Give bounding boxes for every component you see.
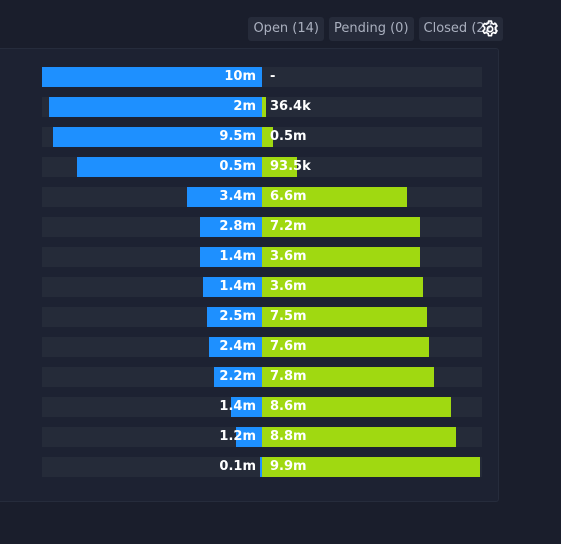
gear-icon[interactable] (480, 19, 500, 39)
left-bar (53, 127, 262, 147)
right-value-label: 9.9m (270, 459, 307, 474)
left-bar (200, 217, 262, 237)
left-bar (231, 397, 262, 417)
left-bar (77, 157, 262, 177)
left-value-label: 10m (224, 69, 256, 84)
bar-row: 10m - (42, 67, 482, 87)
bar-row: 2m 36.4k (42, 97, 482, 117)
right-bar (262, 187, 408, 207)
left-bar (259, 457, 262, 477)
bar-row: 1.4m 8.6m (42, 397, 482, 417)
right-bar (262, 217, 421, 237)
tab-pending[interactable]: Pending (0) (329, 17, 414, 41)
right-value-label: 8.8m (270, 429, 307, 444)
left-bar (187, 187, 262, 207)
left-bar (48, 97, 262, 117)
bar-comparison-panel: 10m -2m 36.4k 9.5m 0.5m 0.5m 93.5k 3.4m 6.6m 2.8m… (0, 48, 499, 502)
left-value-label: 1.4m (219, 399, 256, 414)
right-value-label: 36.4k (270, 99, 311, 114)
left-bar (42, 67, 262, 87)
bar-row: 3.4m 6.6m (42, 187, 482, 207)
right-value-label: 3.6m (270, 249, 307, 264)
right-value-label: 7.8m (270, 369, 307, 384)
right-bar (262, 397, 452, 417)
bar-row: 2.4m 7.6m (42, 337, 482, 357)
left-value-label: 9.5m (219, 129, 256, 144)
right-value-label: 8.6m (270, 399, 307, 414)
left-bar (213, 367, 262, 387)
right-bar (262, 337, 430, 357)
left-bar (235, 427, 262, 447)
bar-row: 2.5m 7.5m (42, 307, 482, 327)
left-value-label: 1.4m (219, 279, 256, 294)
right-value-label: 3.6m (270, 279, 307, 294)
right-bar (262, 127, 273, 147)
left-bar (202, 277, 262, 297)
right-value-label: - (270, 69, 276, 84)
right-value-label: 7.2m (270, 219, 307, 234)
bar-row: 1.2m 8.8m (42, 427, 482, 447)
left-value-label: 2m (233, 99, 256, 114)
left-value-label: 1.4m (219, 249, 256, 264)
bar-row: 1.4m 3.6m (42, 247, 482, 267)
tab-open[interactable]: Open (14) (248, 17, 324, 41)
left-value-label: 0.5m (219, 159, 256, 174)
bar-row: 0.5m 93.5k (42, 157, 482, 177)
right-bar (262, 277, 423, 297)
bar-row: 2.2m 7.8m (42, 367, 482, 387)
left-bar (200, 247, 262, 267)
left-bar (207, 307, 262, 327)
bar-row: 1.4m 3.6m (42, 277, 482, 297)
right-value-label: 7.6m (270, 339, 307, 354)
left-value-label: 2.2m (219, 369, 256, 384)
right-value-label: 6.6m (270, 189, 307, 204)
status-tabs: Open (14) Pending (0) Closed (22) (248, 17, 503, 41)
left-bar (209, 337, 262, 357)
right-bar (262, 307, 427, 327)
left-value-label: 3.4m (219, 189, 256, 204)
left-value-label: 2.4m (219, 339, 256, 354)
bar-row: 9.5m 0.5m (42, 127, 482, 147)
right-value-label: 93.5k (270, 159, 311, 174)
right-value-label: 7.5m (270, 309, 307, 324)
right-bar (262, 367, 434, 387)
right-bar (262, 427, 456, 447)
bar-row: 2.8m 7.2m (42, 217, 482, 237)
left-value-label: 2.8m (219, 219, 256, 234)
bar-row: 0.1m 9.9m (42, 457, 482, 477)
right-value-label: 0.5m (270, 129, 307, 144)
left-value-label: 0.1m (219, 459, 256, 474)
right-bar (262, 457, 480, 477)
left-value-label: 1.2m (219, 429, 256, 444)
right-bar (262, 247, 421, 267)
right-bar (262, 157, 298, 177)
left-value-label: 2.5m (219, 309, 256, 324)
right-bar (262, 97, 266, 117)
